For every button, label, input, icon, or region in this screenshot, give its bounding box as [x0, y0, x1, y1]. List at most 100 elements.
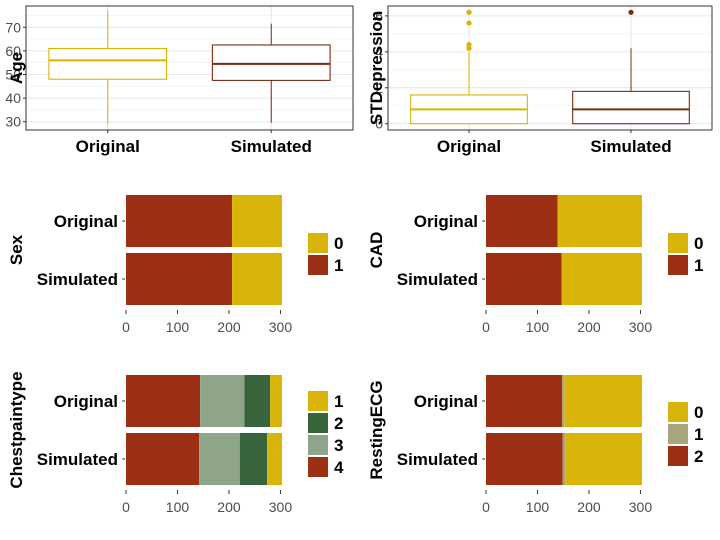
y-tick-label: 50 — [5, 66, 21, 82]
x-tick-label: 0 — [482, 319, 490, 335]
legend-swatch-0 — [668, 402, 688, 422]
y-axis-title: Chestpaintype — [7, 371, 26, 488]
legend-swatch-1 — [668, 424, 688, 444]
x-tick-label: 300 — [269, 499, 293, 515]
y-tick-label: 40 — [5, 90, 21, 106]
legend-label: 0 — [694, 403, 703, 422]
y-tick-label: 4 — [375, 44, 383, 60]
x-tick-label: 200 — [577, 319, 601, 335]
box-simulated — [211, 23, 331, 123]
chart-panel-0: 30 40 50 60 70 Original Simulated Age — [5, 5, 354, 156]
legend: 01 — [668, 233, 703, 275]
legend-label: 1 — [334, 256, 343, 275]
legend-swatch-4 — [308, 457, 328, 477]
bar-segment-4 — [126, 433, 200, 485]
bar-segment-2 — [244, 375, 271, 427]
x-tick-label: 100 — [166, 319, 190, 335]
legend-label: 2 — [694, 447, 703, 466]
bar-segment-1 — [486, 253, 562, 305]
bar-segment-0 — [232, 253, 282, 305]
y-tick-label: 2 — [375, 80, 383, 96]
outlier-point — [466, 20, 472, 26]
bar-segment-1 — [126, 195, 233, 247]
legend-swatch-1 — [308, 255, 328, 275]
x-tick-label: 0 — [122, 319, 130, 335]
y-category-label: Original — [414, 212, 478, 231]
x-tick-label: 300 — [269, 319, 293, 335]
legend-swatch-1 — [668, 255, 688, 275]
legend-label: 4 — [334, 458, 344, 477]
legend-label: 1 — [694, 256, 703, 275]
x-category-label: Simulated — [231, 137, 312, 156]
panel-border — [25, 5, 354, 131]
bar-segment-0 — [564, 375, 642, 427]
x-tick-label: 300 — [629, 319, 653, 335]
x-tick-label: 200 — [577, 499, 601, 515]
y-tick-label: 60 — [5, 43, 21, 59]
outlier-point — [466, 45, 472, 51]
legend: 1 2 3 4 — [308, 391, 344, 477]
bar-row-simulated — [486, 433, 642, 485]
y-category-label: Original — [54, 392, 118, 411]
legend-label: 2 — [334, 414, 343, 433]
box-iqr — [211, 44, 331, 81]
bar-segment-1 — [126, 253, 233, 305]
x-tick-label: 300 — [629, 499, 653, 515]
chart-panel-5: Original Simulated 0 100 200 300 RestingECG 0 1 2 — [367, 375, 703, 515]
y-category-label: Simulated — [37, 270, 118, 289]
bar-segment-0 — [561, 253, 642, 305]
panel-border — [387, 5, 713, 131]
bar-row-simulated — [126, 433, 282, 485]
bar-segment-1 — [267, 433, 282, 485]
bar-row-original — [486, 195, 642, 247]
bar-segment-3 — [199, 433, 240, 485]
x-category-label: Original — [76, 137, 140, 156]
chart-panel-1: 0 2 4 6 Original Simulated STDepression — [367, 5, 713, 156]
x-tick-label: 100 — [526, 499, 550, 515]
box-original — [410, 9, 528, 125]
y-tick-label: 30 — [5, 114, 21, 130]
y-tick-label: 6 — [375, 8, 383, 24]
outlier-point — [466, 9, 472, 15]
box-original — [48, 10, 168, 125]
legend: 0 1 2 — [668, 402, 703, 466]
legend-swatch-0 — [668, 233, 688, 253]
box-iqr — [48, 47, 168, 80]
x-category-label: Simulated — [590, 137, 671, 156]
outlier-point — [628, 9, 634, 15]
box-simulated — [572, 9, 690, 125]
bar-row-original — [126, 375, 282, 427]
bar-segment-1 — [486, 195, 558, 247]
legend-swatch-3 — [308, 435, 328, 455]
legend-label: 0 — [334, 234, 343, 253]
legend-swatch-0 — [308, 233, 328, 253]
legend: 01 — [308, 233, 343, 275]
x-tick-label: 200 — [217, 319, 241, 335]
bar-segment-4 — [126, 375, 201, 427]
y-axis-title: RestingECG — [367, 380, 386, 479]
bar-row-simulated — [126, 253, 282, 305]
x-tick-label: 200 — [217, 499, 241, 515]
y-tick-label: 70 — [5, 19, 21, 35]
bar-segment-1 — [562, 375, 565, 427]
bar-row-simulated — [486, 253, 642, 305]
chart-panel-4: Original Simulated 0 100 200 300 Chestpaintype… — [7, 371, 344, 515]
bar-segment-1 — [270, 375, 282, 427]
outlier-point — [466, 42, 472, 48]
bar-segment-1 — [562, 433, 566, 485]
y-category-label: Original — [414, 392, 478, 411]
legend-label: 1 — [334, 392, 343, 411]
legend-swatch-1 — [308, 391, 328, 411]
bar-segment-0 — [565, 433, 642, 485]
y-axis-title: CAD — [367, 232, 386, 269]
bar-segment-2 — [239, 433, 268, 485]
y-category-label: Simulated — [397, 450, 478, 469]
box-iqr — [572, 90, 690, 125]
y-tick-label: 0 — [375, 116, 383, 132]
legend-label: 0 — [694, 234, 703, 253]
legend-label: 3 — [334, 436, 343, 455]
bar-segment-3 — [200, 375, 245, 427]
